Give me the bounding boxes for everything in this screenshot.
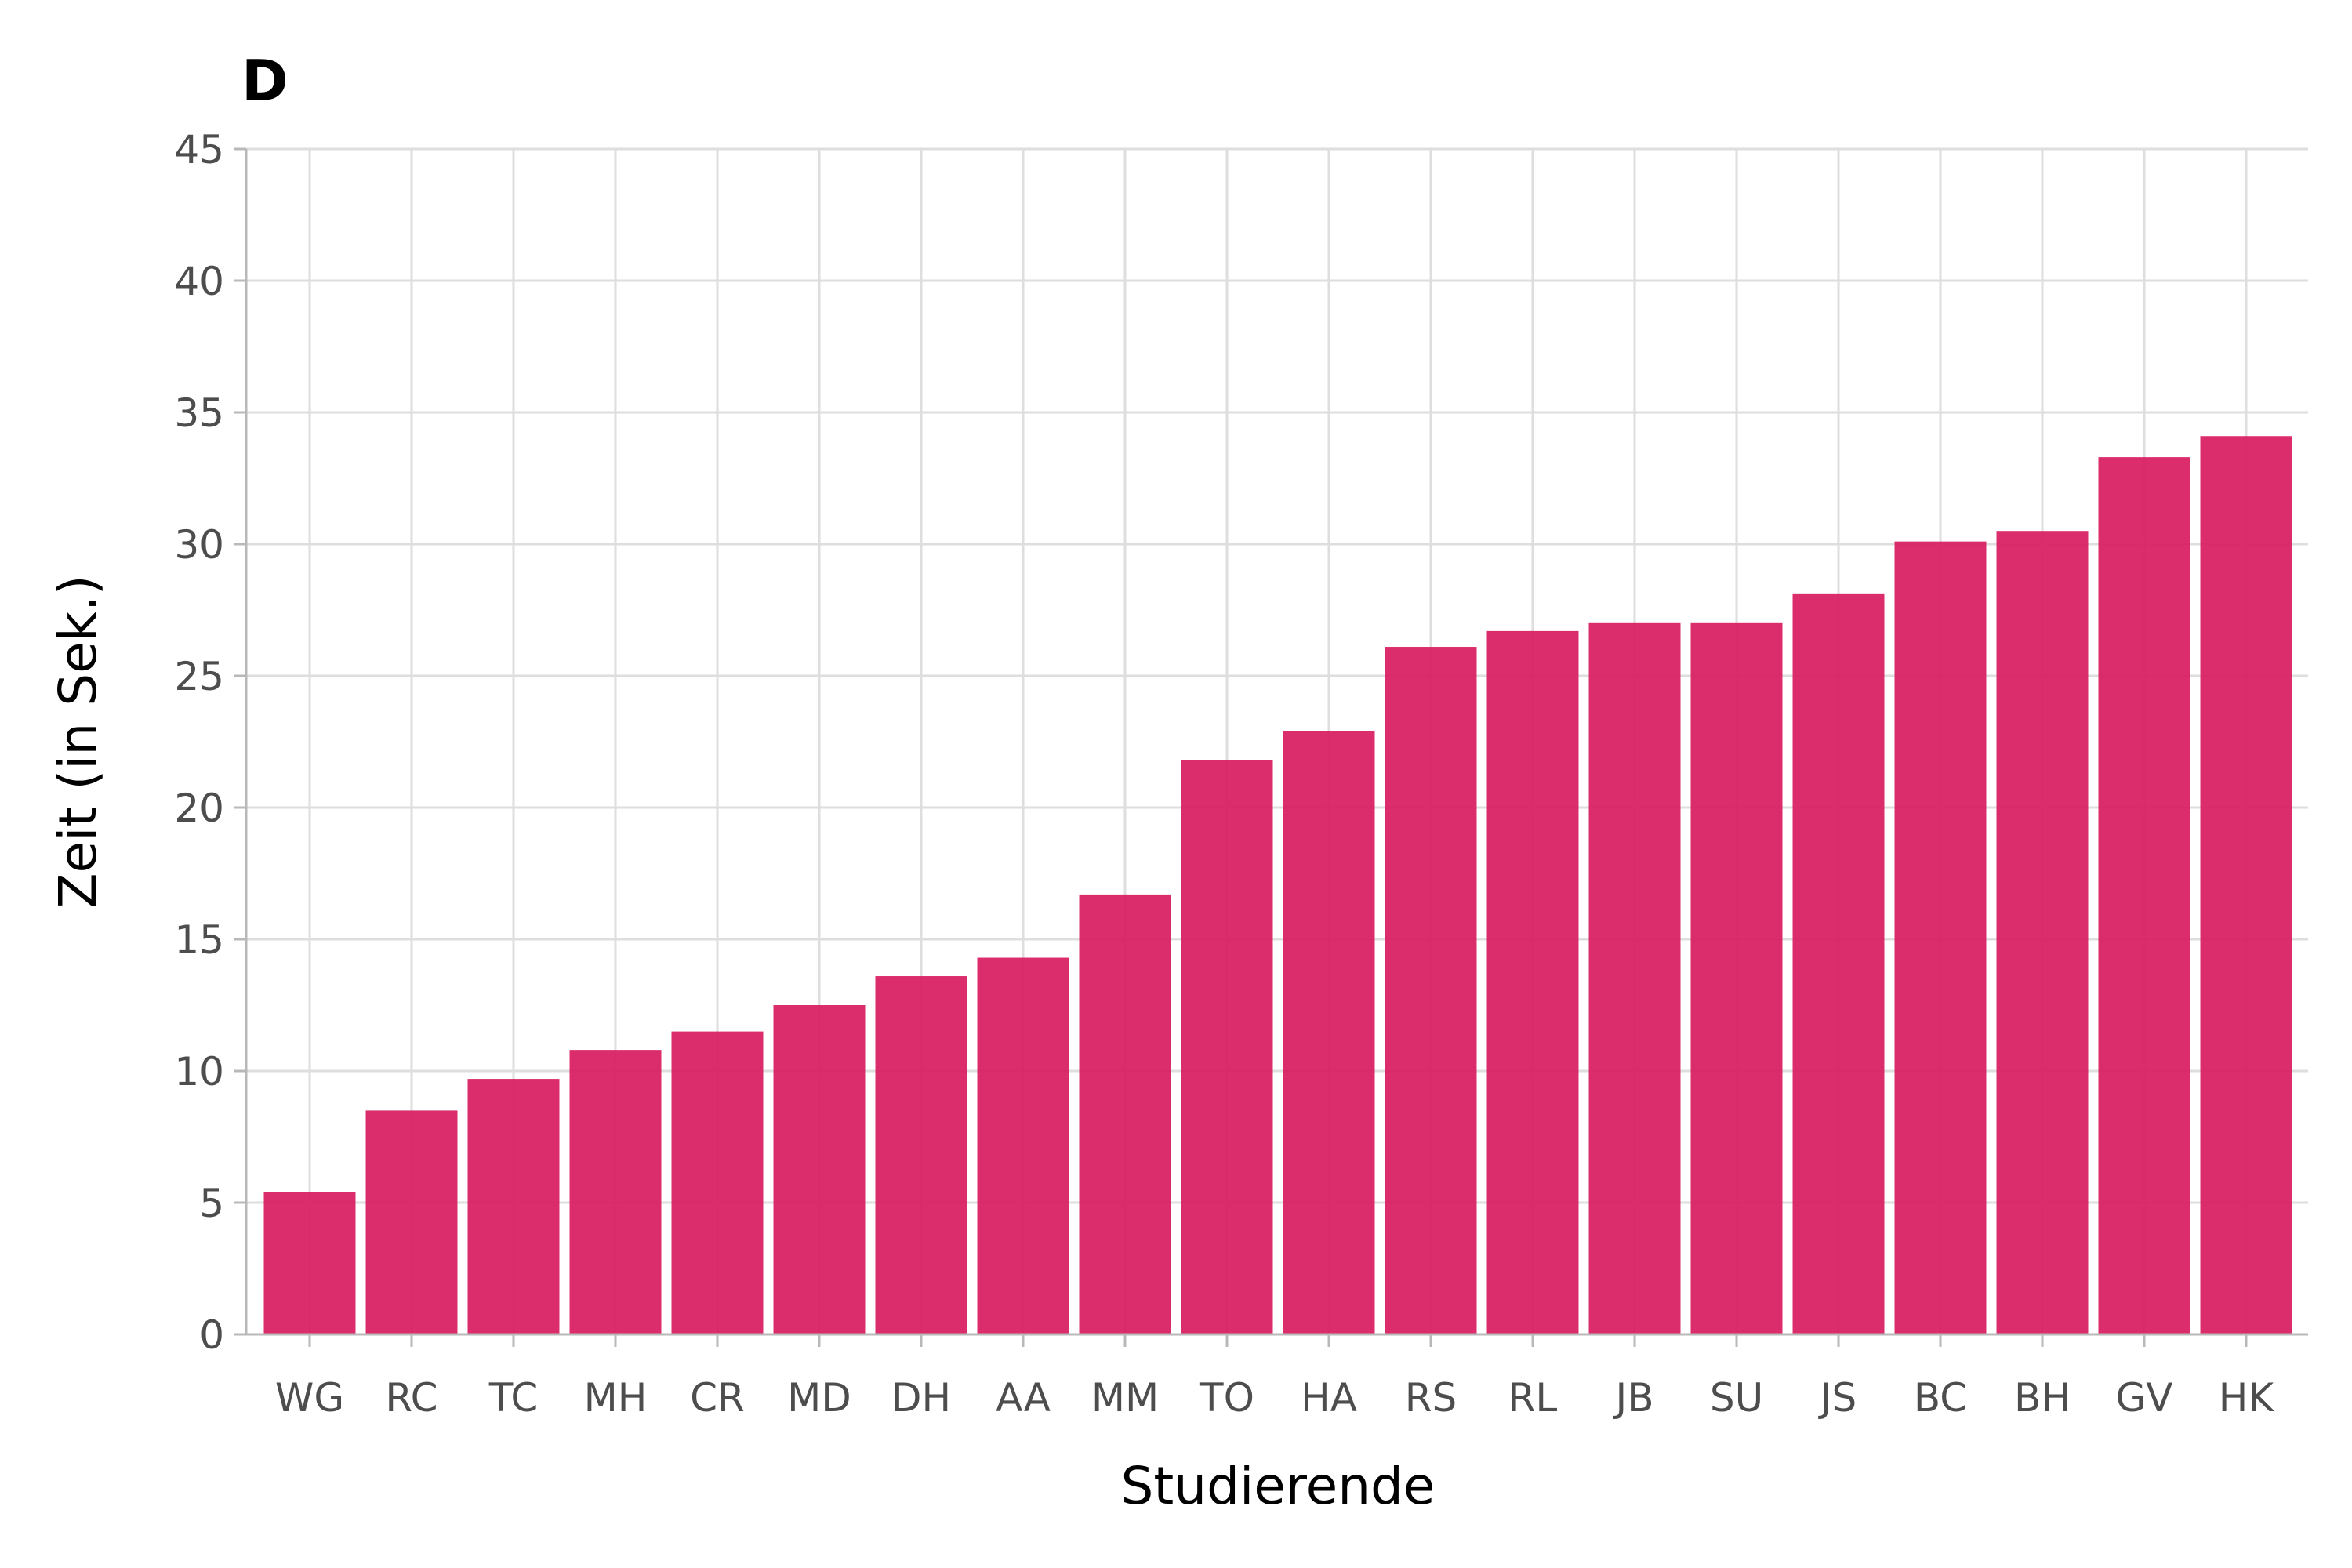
x-tick-label: MM: [1091, 1375, 1159, 1421]
x-tick-label: HK: [2219, 1375, 2275, 1421]
x-axis-ticks: WG RC TC MH CR MD DH AA MM TO HA RS RL JB SU JS BC BH GV HK: [275, 1334, 2274, 1421]
bar-bh: [1996, 531, 2089, 1335]
bar-hk: [2200, 436, 2292, 1334]
bar-bc: [1894, 541, 1987, 1334]
x-tick-label: DH: [891, 1375, 951, 1421]
bar-rs: [1385, 647, 1477, 1334]
y-axis-title: Zeit (in Sek.): [48, 575, 108, 908]
bar-su: [1690, 622, 1783, 1334]
x-tick-label: RS: [1405, 1375, 1457, 1421]
bar-dh: [875, 976, 967, 1334]
bar-rl: [1486, 630, 1579, 1334]
axes: [245, 149, 2308, 1336]
bar-ha: [1283, 731, 1375, 1334]
x-tick-label: JS: [1818, 1375, 1857, 1421]
x-tick-label: CR: [690, 1375, 745, 1421]
y-tick-label: 25: [174, 654, 224, 699]
x-tick-label: SU: [1710, 1375, 1763, 1421]
y-tick-label: 15: [174, 917, 224, 963]
y-tick-label: 20: [174, 786, 224, 831]
bar-to: [1181, 760, 1273, 1334]
y-tick-label: 30: [174, 522, 224, 568]
bar-mh: [569, 1050, 662, 1334]
bar-tc: [467, 1079, 560, 1334]
bar-js: [1792, 593, 1885, 1334]
x-tick-label: HA: [1301, 1375, 1357, 1421]
bar-wg: [263, 1192, 356, 1334]
x-tick-label: BH: [2014, 1375, 2071, 1421]
x-tick-label: BC: [1914, 1375, 1967, 1421]
x-tick-label: WG: [275, 1375, 344, 1421]
bar-gv: [2098, 457, 2190, 1334]
bar-md: [773, 1005, 866, 1334]
x-tick-label: TO: [1199, 1375, 1254, 1421]
x-axis-title: Studierende: [1120, 1456, 1435, 1516]
bars: [263, 436, 2292, 1335]
y-tick-label: 10: [174, 1049, 224, 1094]
x-tick-label: JB: [1613, 1375, 1653, 1421]
chart-title: D: [241, 48, 289, 114]
y-tick-label: 45: [174, 127, 224, 172]
bar-aa: [977, 957, 1069, 1334]
x-tick-label: GV: [2116, 1375, 2173, 1421]
x-tick-label: RL: [1508, 1375, 1558, 1421]
x-tick-label: TC: [488, 1375, 539, 1421]
bar-cr: [671, 1031, 764, 1334]
y-tick-label: 40: [174, 259, 224, 304]
y-axis-ticks: 0 5 10 15 20 25 30 35 40 45: [174, 127, 246, 1358]
bar-rc: [365, 1110, 458, 1334]
y-tick-label: 5: [199, 1181, 224, 1226]
x-tick-label: MD: [787, 1375, 851, 1421]
x-tick-label: RC: [385, 1375, 437, 1421]
y-tick-label: 0: [199, 1312, 224, 1358]
bar-jb: [1588, 622, 1681, 1334]
bar-mm: [1079, 894, 1171, 1334]
x-tick-label: MH: [584, 1375, 648, 1421]
x-tick-label: AA: [996, 1375, 1051, 1421]
y-tick-label: 35: [174, 390, 224, 436]
